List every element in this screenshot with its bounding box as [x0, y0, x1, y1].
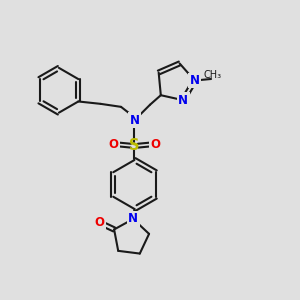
Text: N: N	[128, 212, 138, 226]
Text: N: N	[190, 74, 200, 87]
Text: CH₃: CH₃	[203, 70, 222, 80]
Text: O: O	[94, 216, 104, 229]
Text: O: O	[150, 138, 161, 151]
Text: S: S	[129, 138, 140, 153]
Text: O: O	[109, 138, 118, 151]
Text: N: N	[178, 94, 188, 107]
Text: N: N	[130, 114, 140, 127]
